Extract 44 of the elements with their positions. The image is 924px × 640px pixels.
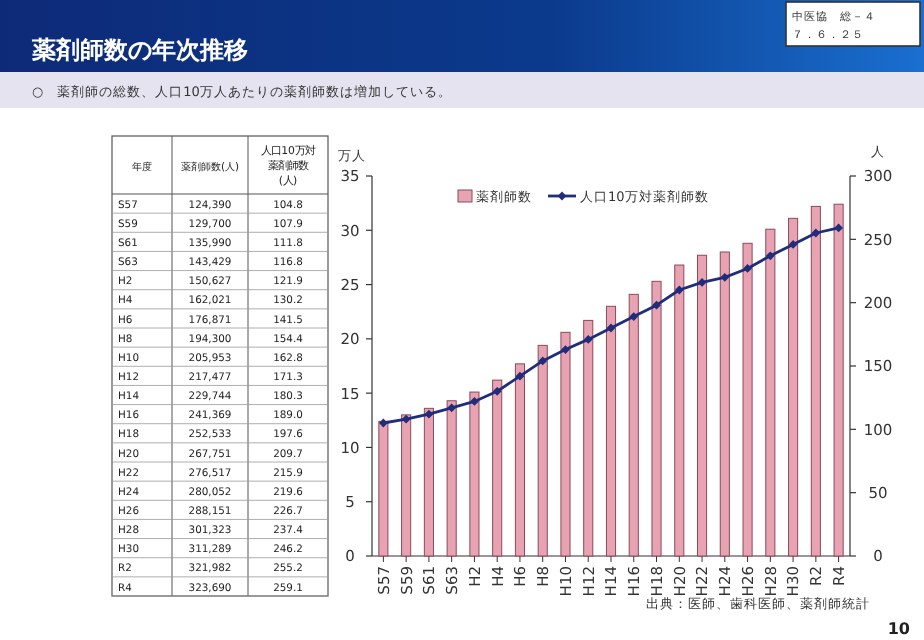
bar <box>560 331 571 557</box>
point <box>424 409 434 419</box>
bar <box>401 414 412 557</box>
point <box>538 356 548 366</box>
bar <box>423 407 434 557</box>
bar <box>651 280 662 557</box>
bar <box>469 391 480 557</box>
bar <box>765 228 776 557</box>
point <box>720 272 730 282</box>
point <box>743 264 752 273</box>
bar <box>742 242 753 557</box>
bar <box>583 319 594 557</box>
bar <box>810 205 821 557</box>
bar <box>697 254 708 557</box>
point <box>561 345 570 354</box>
point <box>697 278 707 287</box>
point <box>765 251 775 261</box>
bar <box>537 344 548 557</box>
bar <box>514 363 525 557</box>
point <box>652 300 661 310</box>
point <box>515 371 525 381</box>
bar <box>605 305 617 557</box>
bar <box>492 379 503 557</box>
bar <box>674 264 685 557</box>
bar <box>833 203 844 557</box>
point <box>583 335 593 344</box>
point <box>674 285 684 295</box>
point <box>834 223 844 233</box>
point <box>378 418 388 428</box>
point <box>470 397 479 406</box>
point <box>401 414 411 424</box>
point <box>606 323 616 333</box>
text: 薬剤師数の年次推移 <box>30 36 248 64</box>
point <box>629 312 639 321</box>
bar <box>628 293 639 557</box>
point <box>492 386 502 396</box>
bar <box>378 420 389 557</box>
point <box>811 228 821 238</box>
point <box>447 403 457 413</box>
bar <box>719 251 730 557</box>
bar <box>446 400 457 557</box>
bar <box>788 217 799 557</box>
text: 10 <box>887 620 911 638</box>
point <box>788 240 798 249</box>
